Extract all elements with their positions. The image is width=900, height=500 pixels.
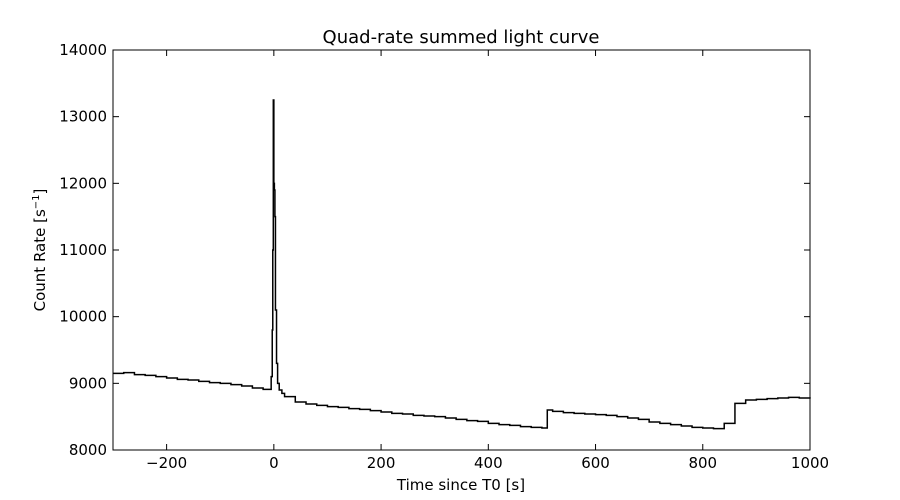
y-axis-title-sup: −1 [31, 194, 42, 209]
x-tick-label: 1000 [791, 454, 829, 472]
y-tick-label: 14000 [59, 41, 107, 59]
y-axis: 8000 9000 10000 11000 12000 13000 14000 [59, 41, 810, 459]
x-tick-label: 0 [269, 454, 279, 472]
y-axis-title: Count Rate [s−1] [31, 189, 49, 312]
y-tick-label: 9000 [69, 374, 107, 392]
x-axis: −200 0 200 400 600 800 1000 [146, 50, 829, 472]
x-tick-label: 800 [688, 454, 717, 472]
y-tick-label: 13000 [59, 108, 107, 126]
y-axis-title-end: ] [31, 189, 49, 195]
x-tick-label: 200 [367, 454, 396, 472]
y-tick-label: 11000 [59, 241, 107, 259]
x-axis-title: Time since T0 [s] [396, 476, 525, 494]
y-axis-title-main: Count Rate [s [31, 209, 49, 311]
chart-title: Quad-rate summed light curve [323, 27, 600, 48]
plot-frame [112, 49, 811, 451]
y-tick-label: 12000 [59, 174, 107, 192]
x-tick-label: −200 [146, 454, 187, 472]
x-tick-label: 400 [474, 454, 503, 472]
plot-area [113, 99, 811, 430]
y-tick-label: 10000 [59, 308, 107, 326]
y-tick-label: 8000 [69, 441, 107, 459]
x-tick-label: 600 [581, 454, 610, 472]
series-line-0 [113, 99, 811, 430]
